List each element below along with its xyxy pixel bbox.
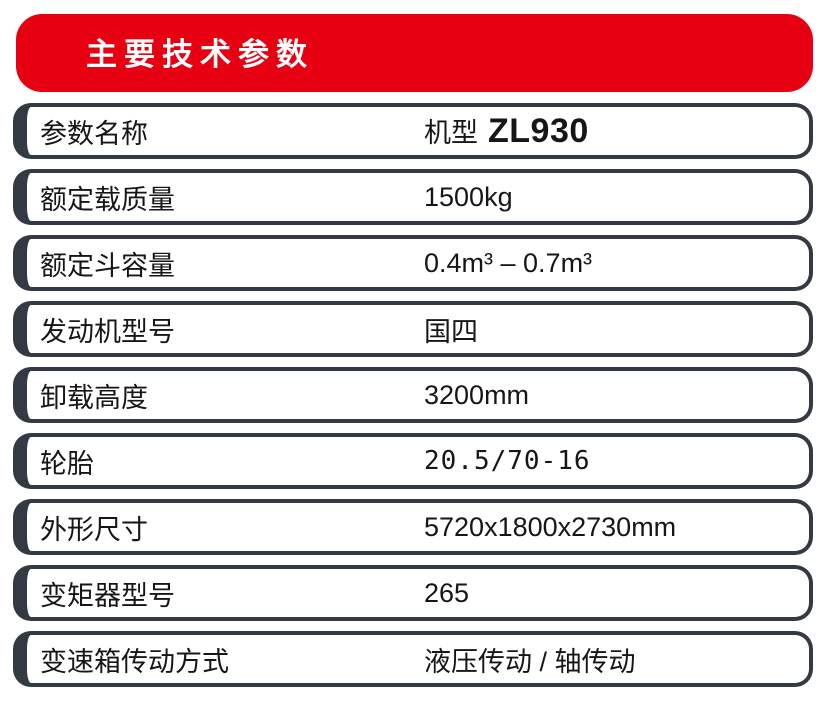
row-value-text: 3200mm bbox=[424, 379, 530, 410]
row-label-text: 变矩器型号 bbox=[40, 580, 175, 611]
row-value-text: 265 bbox=[424, 577, 470, 608]
row-label-text: 外形尺寸 bbox=[40, 514, 148, 545]
table-row: 参数名称 机型 ZL930 bbox=[13, 103, 813, 159]
row-label-text: 变速箱传动方式 bbox=[40, 646, 229, 677]
row-label: 外形尺寸 bbox=[27, 508, 424, 547]
row-value-text: 20.5/70-16 bbox=[424, 446, 591, 476]
section-header: 主要技术参数 bbox=[16, 14, 813, 92]
row-label: 变矩器型号 bbox=[27, 574, 424, 613]
table-row: 外形尺寸 5720x1800x2730mm bbox=[13, 499, 813, 555]
table-row: 额定斗容量 0.4m³ – 0.7m³ bbox=[13, 235, 813, 291]
row-value: 液压传动 / 轴传动 bbox=[424, 640, 809, 679]
row-value-text: ZL930 bbox=[488, 112, 589, 150]
table-row: 变速箱传动方式 液压传动 / 轴传动 bbox=[13, 631, 813, 687]
table-row: 轮胎 20.5/70-16 bbox=[13, 433, 813, 489]
row-label: 轮胎 bbox=[27, 442, 424, 481]
row-value: 机型 ZL930 bbox=[424, 111, 809, 151]
spec-table: 参数名称 机型 ZL930 额定载质量 1500kg 额定斗容量 0.4m³ –… bbox=[0, 103, 827, 687]
row-value-text: 液压传动 / 轴传动 bbox=[424, 646, 636, 677]
row-value: 国四 bbox=[424, 310, 809, 349]
row-label-text: 卸载高度 bbox=[40, 382, 148, 413]
row-label-text: 额定载质量 bbox=[40, 184, 175, 215]
row-label: 参数名称 bbox=[27, 112, 424, 151]
row-label-text: 额定斗容量 bbox=[40, 250, 175, 281]
row-label: 卸载高度 bbox=[27, 376, 424, 415]
row-value-text: 1500kg bbox=[424, 181, 513, 212]
row-label: 额定载质量 bbox=[27, 178, 424, 217]
row-value: 20.5/70-16 bbox=[424, 446, 809, 476]
row-value-text: 0.4m³ – 0.7m³ bbox=[424, 247, 593, 278]
row-label: 变速箱传动方式 bbox=[27, 640, 424, 679]
row-value: 3200mm bbox=[424, 380, 809, 411]
row-value-text: 5720x1800x2730mm bbox=[424, 511, 677, 542]
row-label-text: 轮胎 bbox=[40, 448, 94, 479]
row-label: 发动机型号 bbox=[27, 310, 424, 349]
row-value: 1500kg bbox=[424, 182, 809, 213]
table-row: 变矩器型号 265 bbox=[13, 565, 813, 621]
row-value-prefix: 机型 bbox=[424, 118, 478, 148]
table-row: 卸载高度 3200mm bbox=[13, 367, 813, 423]
row-value-text: 国四 bbox=[424, 316, 478, 347]
row-label-text: 发动机型号 bbox=[40, 316, 175, 347]
row-label: 额定斗容量 bbox=[27, 244, 424, 283]
table-row: 发动机型号 国四 bbox=[13, 301, 813, 357]
section-title: 主要技术参数 bbox=[86, 36, 314, 72]
row-value: 0.4m³ – 0.7m³ bbox=[424, 248, 809, 279]
row-value: 5720x1800x2730mm bbox=[424, 512, 809, 543]
table-row: 额定载质量 1500kg bbox=[13, 169, 813, 225]
row-value: 265 bbox=[424, 578, 809, 609]
row-label-text: 参数名称 bbox=[40, 118, 148, 149]
